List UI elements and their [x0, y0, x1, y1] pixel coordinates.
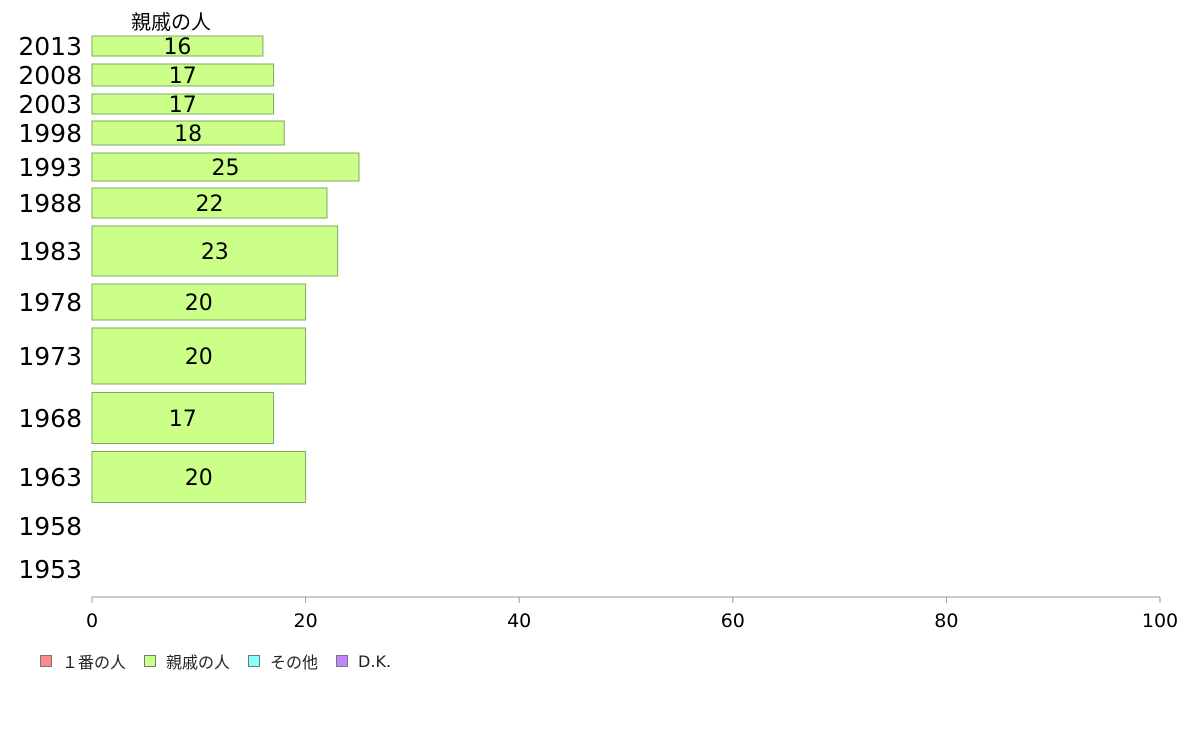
- data-label: 17: [169, 93, 197, 118]
- x-tick-label: 0: [86, 610, 98, 632]
- series-title: 親戚の人: [131, 10, 211, 34]
- bar: [91, 63, 275, 87]
- data-label: 22: [195, 192, 223, 217]
- category-label: 2013: [18, 32, 82, 61]
- legend: １番の人 親戚の人 その他 D.K.: [40, 649, 409, 673]
- x-tick-label: 80: [934, 610, 958, 632]
- bar: [91, 152, 360, 182]
- legend-item-dk[interactable]: D.K.: [336, 652, 391, 671]
- category-label: 1983: [18, 237, 82, 266]
- bar: [91, 451, 307, 503]
- category-label: 1973: [18, 342, 82, 371]
- data-label: 20: [185, 291, 213, 316]
- category-label: 1998: [18, 119, 82, 148]
- legend-label: D.K.: [358, 651, 392, 671]
- bar: [91, 392, 275, 444]
- category-label: 1953: [18, 555, 82, 584]
- data-label: 16: [163, 35, 191, 60]
- legend-item-first-person[interactable]: １番の人: [40, 649, 126, 673]
- x-tick-label: 20: [294, 610, 318, 632]
- data-label: 20: [185, 466, 213, 491]
- category-label: 2003: [18, 90, 82, 119]
- legend-swatch: [144, 655, 157, 667]
- x-tick-label: 60: [721, 610, 745, 632]
- x-tick-label: 40: [507, 610, 531, 632]
- category-label: 1968: [18, 404, 82, 433]
- legend-swatch: [40, 655, 52, 667]
- data-label: 17: [169, 407, 197, 432]
- bar: [91, 225, 339, 277]
- data-label: 25: [212, 156, 240, 181]
- data-label: 17: [169, 64, 197, 89]
- bar: [91, 93, 275, 115]
- legend-label: その他: [270, 653, 319, 672]
- category-label: 1988: [18, 189, 82, 218]
- data-label: 18: [174, 122, 202, 147]
- category-label: 1958: [18, 512, 82, 541]
- x-tick-label: 100: [1142, 610, 1178, 632]
- data-label: 23: [201, 240, 229, 265]
- category-label: 1963: [18, 463, 82, 492]
- legend-label: 親戚の人: [166, 653, 231, 672]
- legend-item-other[interactable]: その他: [248, 649, 318, 673]
- legend-swatch: [248, 655, 261, 667]
- bar: [91, 283, 307, 321]
- category-label: 1993: [18, 153, 82, 182]
- bar: [91, 187, 328, 219]
- bar: [91, 120, 285, 146]
- legend-label: １番の人: [62, 653, 127, 672]
- bar: [91, 327, 307, 385]
- category-label: 2008: [18, 61, 82, 90]
- bar: [91, 35, 264, 57]
- legend-swatch: [336, 655, 349, 667]
- data-label: 20: [185, 345, 213, 370]
- category-label: 1978: [18, 288, 82, 317]
- legend-item-relative[interactable]: 親戚の人: [144, 649, 230, 673]
